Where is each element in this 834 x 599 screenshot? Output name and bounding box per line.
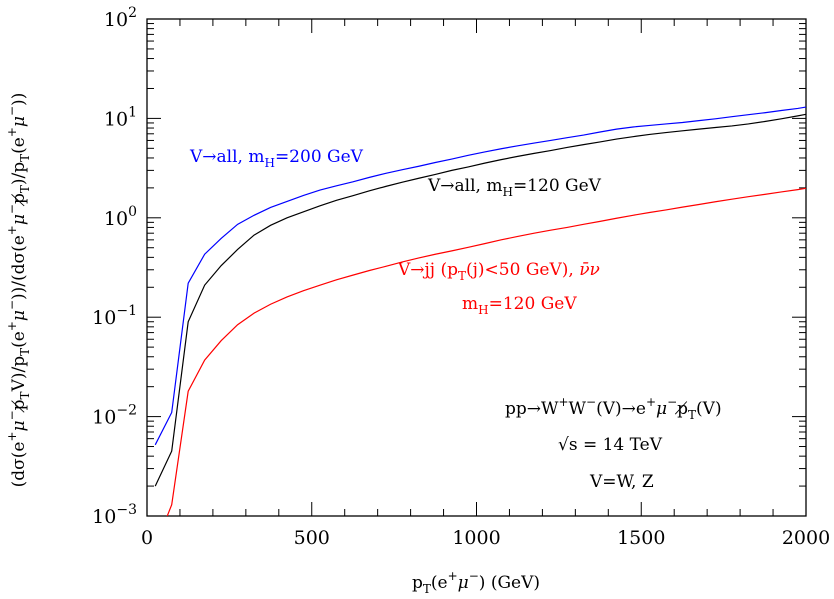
y-tick-label: 10−1: [92, 303, 137, 329]
x-tick-label: 2000: [782, 527, 830, 549]
series-layer: [154, 106, 806, 516]
x-tick-label: 500: [294, 527, 330, 549]
x-tick-label: 0: [141, 527, 153, 549]
label-energy: √s = 14 TeV: [558, 435, 663, 455]
label-red-series-line2: mH=120 GeV: [462, 294, 577, 317]
label-black-series: V→all, mH=120 GeV: [427, 176, 602, 199]
series-line-2: [166, 187, 806, 516]
series-line-1: [154, 113, 806, 487]
x-tick-label: 1500: [617, 527, 665, 549]
y-tick-label: 100: [104, 204, 137, 230]
y-tick-labels: 10−3 10−2 10−1 100 101 102: [92, 5, 137, 528]
y-tick-label: 10−3: [92, 502, 137, 528]
label-blue-series: V→all, mH=200 GeV: [189, 147, 364, 170]
y-tick-label: 10−2: [92, 403, 137, 429]
y-tick-label: 101: [104, 104, 137, 130]
x-tick-labels: 0 500 1000 1500 2000: [141, 527, 830, 549]
y-tick-label: 102: [104, 5, 137, 31]
y-axis-title: (dσ(e+μ−p̸TV)/pT(e+μ−))/(dσ(e+μ−p̸T)/pT(…: [5, 93, 32, 488]
series-line-0: [154, 106, 806, 446]
label-process: pp→W+W−(V)→e+μ−p̸T(V): [505, 395, 722, 422]
label-red-series-line1: V→jj (pT(j)<50 GeV), ν̄ν: [397, 260, 600, 283]
x-tick-label: 1000: [452, 527, 500, 549]
axis-ticks: [146, 18, 807, 517]
label-vdef: V=W, Z: [589, 472, 654, 492]
x-axis-title: pT(e+μ−) (GeV): [412, 569, 540, 596]
